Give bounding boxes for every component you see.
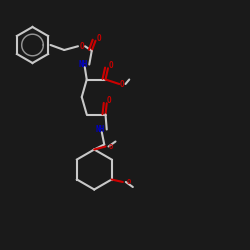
Text: O: O xyxy=(109,144,113,150)
Text: NH: NH xyxy=(96,125,105,134)
Text: NH: NH xyxy=(78,60,88,69)
Text: O: O xyxy=(80,42,84,51)
Text: O: O xyxy=(120,80,124,88)
Text: O: O xyxy=(107,96,112,105)
Text: O: O xyxy=(108,61,113,70)
Text: O: O xyxy=(96,34,101,43)
Text: O: O xyxy=(126,179,130,185)
